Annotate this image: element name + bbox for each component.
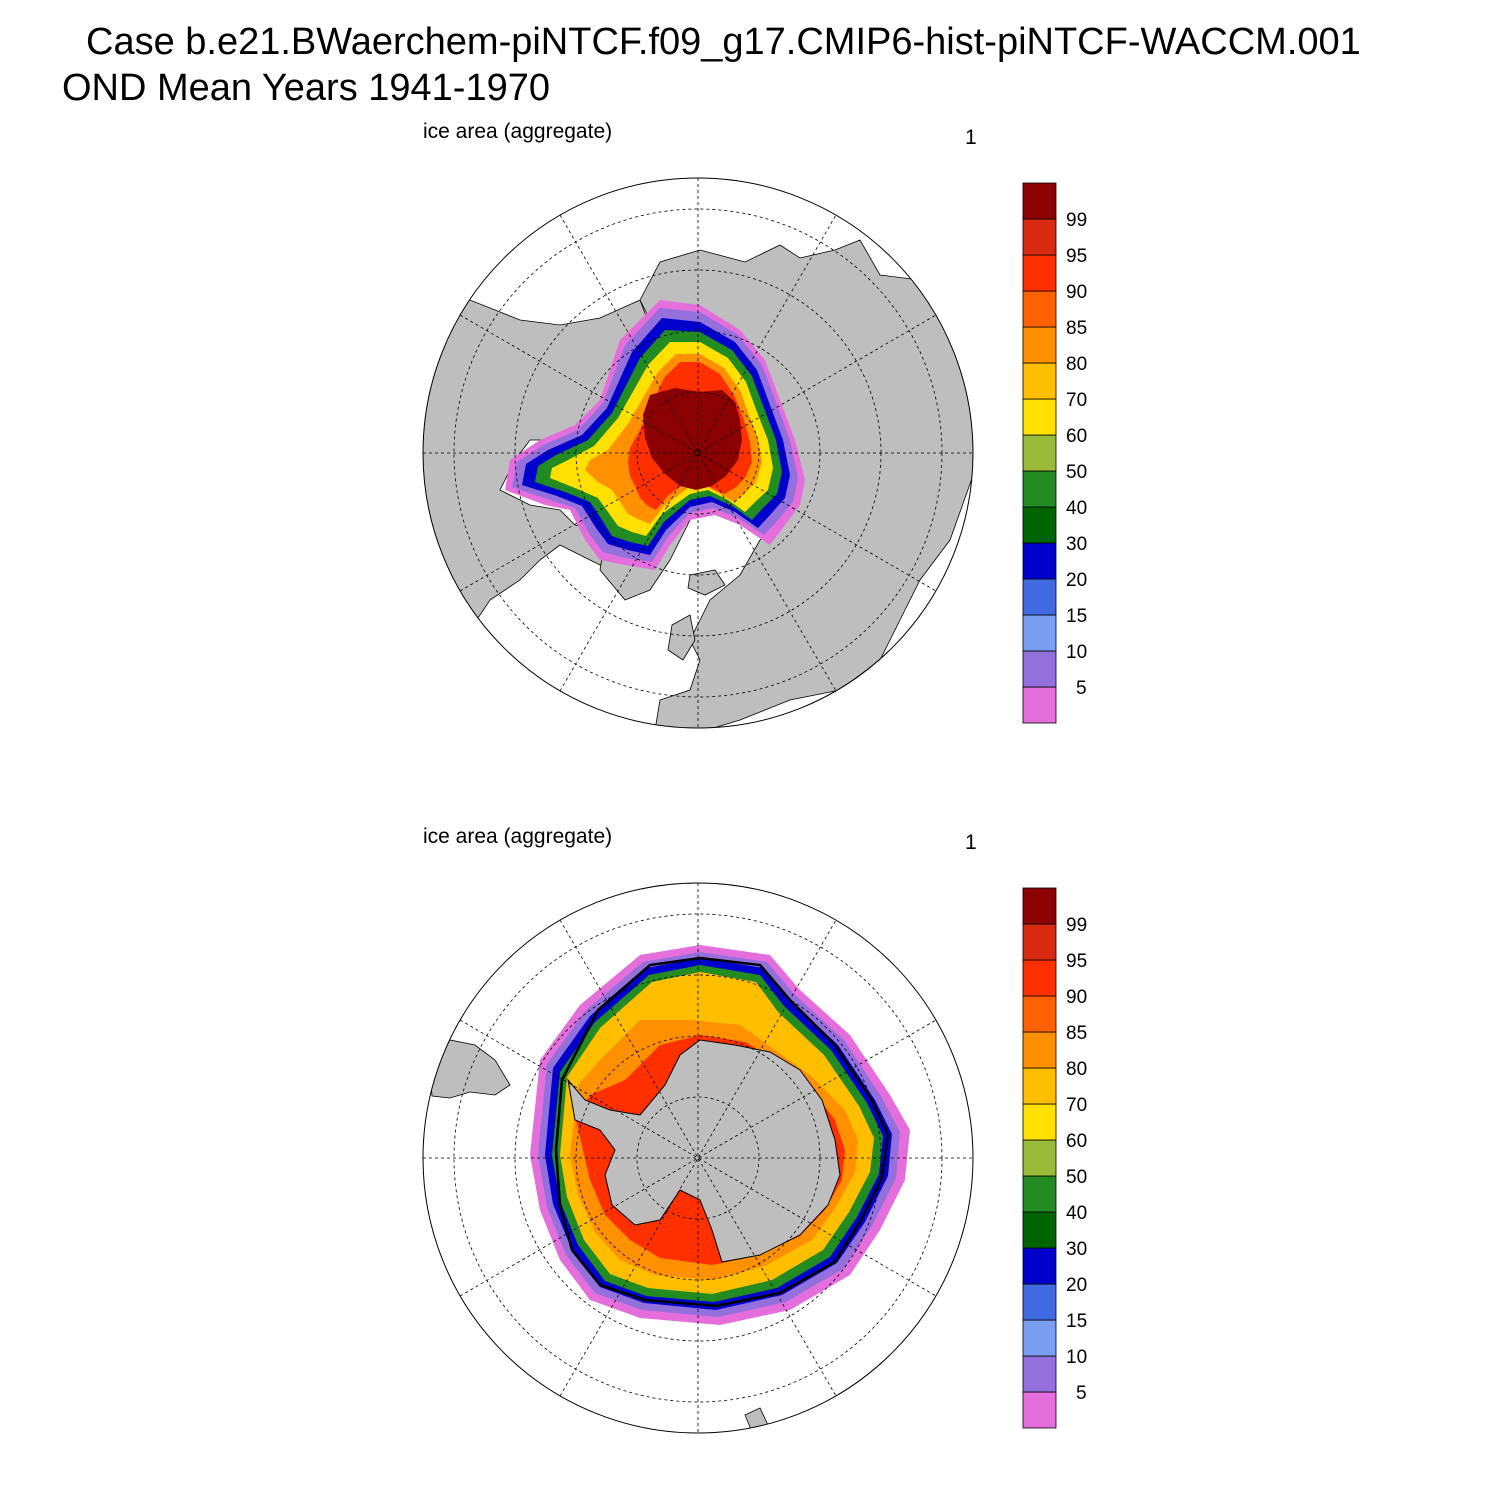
south-colorbar-label: 85 xyxy=(1066,1023,1087,1044)
north-colorbar-box xyxy=(1022,650,1057,688)
south-panel-number: 1 xyxy=(965,831,977,854)
north-colorbar-label: 40 xyxy=(1066,498,1087,519)
north-colorbar-label: 5 xyxy=(1076,678,1087,699)
south-colorbar-box xyxy=(1022,887,1057,925)
south-colorbar-box xyxy=(1022,1355,1057,1393)
south-colorbar-label: 50 xyxy=(1066,1167,1087,1188)
north-colorbar-label: 60 xyxy=(1066,426,1087,447)
south-colorbar-label: 70 xyxy=(1066,1095,1087,1116)
south-colorbar-label: 40 xyxy=(1066,1203,1087,1224)
north-panel-label: ice area (aggregate) xyxy=(423,120,613,143)
south-colorbar-box xyxy=(1022,959,1057,997)
north-colorbar-label: 15 xyxy=(1066,606,1087,627)
south-colorbar-box xyxy=(1022,995,1057,1033)
south-colorbar-label: 99 xyxy=(1066,915,1087,936)
south-colorbar-label: 5 xyxy=(1076,1383,1087,1404)
south-colorbar-box xyxy=(1022,1067,1057,1105)
north-colorbar-label: 20 xyxy=(1066,570,1087,591)
north-colorbar-box xyxy=(1022,254,1057,292)
south-panel-label: ice area (aggregate) xyxy=(423,825,613,848)
north-colorbar-label: 80 xyxy=(1066,354,1087,375)
south-colorbar-box xyxy=(1022,1247,1057,1285)
north-colorbar-box xyxy=(1022,434,1057,472)
south-extent-contour xyxy=(554,956,890,1308)
south-colorbar-box xyxy=(1022,923,1057,961)
north-colorbar-label: 99 xyxy=(1066,210,1087,231)
south-polar-map xyxy=(422,882,974,1434)
north-colorbar-label: 70 xyxy=(1066,390,1087,411)
north-colorbar-label: 50 xyxy=(1066,462,1087,483)
south-colorbar-box xyxy=(1022,1103,1057,1141)
north-colorbar-box xyxy=(1022,542,1057,580)
south-colorbar-box xyxy=(1022,1391,1057,1429)
north-colorbar-label: 10 xyxy=(1066,642,1087,663)
south-colorbar: 5 10 15 20 30 40 50 60 70 80 85 90 95 99 xyxy=(1022,887,1087,1429)
north-colorbar-label: 85 xyxy=(1066,318,1087,339)
south-colorbar-box xyxy=(1022,1211,1057,1249)
north-ice-99 xyxy=(643,388,742,490)
north-colorbar-label: 95 xyxy=(1066,246,1087,267)
south-colorbar-label: 60 xyxy=(1066,1131,1087,1152)
north-colorbar-label: 30 xyxy=(1066,534,1087,555)
figure-title-line2: OND Mean Years 1941-1970 xyxy=(62,67,550,109)
south-colorbar-label: 15 xyxy=(1066,1311,1087,1332)
north-colorbar-label: 90 xyxy=(1066,282,1087,303)
south-colorbar-label: 30 xyxy=(1066,1239,1087,1260)
north-land-britain xyxy=(667,614,696,661)
south-colorbar-box xyxy=(1022,1319,1057,1357)
south-colorbar-label: 90 xyxy=(1066,987,1087,1008)
north-map-border xyxy=(422,177,974,729)
south-colorbar-label: 20 xyxy=(1066,1275,1087,1296)
south-colorbar-box xyxy=(1022,1283,1057,1321)
north-colorbar-box xyxy=(1022,218,1057,256)
north-colorbar-box xyxy=(1022,290,1057,328)
north-colorbar-box xyxy=(1022,326,1057,364)
north-colorbar-box xyxy=(1022,470,1057,508)
south-colorbar-box xyxy=(1022,1139,1057,1177)
south-colorbar-box xyxy=(1022,1031,1057,1069)
north-colorbar-box xyxy=(1022,578,1057,616)
south-colorbar-label: 10 xyxy=(1066,1347,1087,1368)
north-colorbar-box xyxy=(1022,686,1057,724)
north-land-iceland xyxy=(687,569,726,596)
north-graticule xyxy=(423,178,973,728)
south-colorbar-label: 95 xyxy=(1066,951,1087,972)
north-colorbar-box xyxy=(1022,398,1057,436)
north-colorbar: 5 10 15 20 30 40 50 60 70 80 85 90 95 99 xyxy=(1022,182,1087,724)
north-colorbar-box xyxy=(1022,362,1057,400)
south-colorbar-box xyxy=(1022,1175,1057,1213)
south-map-border xyxy=(422,882,974,1434)
north-panel-number: 1 xyxy=(965,126,977,149)
north-colorbar-box xyxy=(1022,182,1057,220)
north-colorbar-box xyxy=(1022,506,1057,544)
figure-title-line1: Case b.e21.BWaerchem-piNTCF.f09_g17.CMIP… xyxy=(86,21,1361,63)
north-colorbar-box xyxy=(1022,614,1057,652)
south-land-south-america xyxy=(429,1039,511,1099)
south-colorbar-label: 80 xyxy=(1066,1059,1087,1080)
north-polar-map xyxy=(422,177,974,729)
